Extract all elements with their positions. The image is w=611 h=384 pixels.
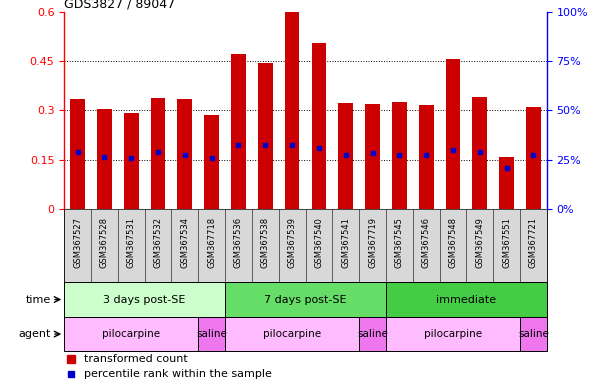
Bar [231, 55, 246, 209]
Text: immediate: immediate [436, 295, 497, 305]
Bar [386, 317, 520, 351]
Bar [472, 97, 487, 209]
Bar [365, 104, 380, 209]
Bar [177, 99, 192, 209]
Bar [70, 99, 85, 209]
Bar [124, 113, 139, 209]
Text: agent: agent [18, 329, 51, 339]
Text: percentile rank within the sample: percentile rank within the sample [84, 369, 272, 379]
Text: pilocarpine: pilocarpine [102, 329, 160, 339]
Bar [445, 59, 460, 209]
Bar [64, 317, 198, 351]
Bar [520, 317, 547, 351]
Bar [338, 103, 353, 209]
Bar [97, 109, 112, 209]
Text: pilocarpine: pilocarpine [263, 329, 321, 339]
Text: GDS3827 / 89047: GDS3827 / 89047 [64, 0, 175, 10]
Bar [419, 106, 434, 209]
Bar [312, 43, 326, 209]
Text: 3 days post-SE: 3 days post-SE [103, 295, 186, 305]
Text: pilocarpine: pilocarpine [424, 329, 482, 339]
Text: saline: saline [518, 329, 549, 339]
Text: time: time [26, 295, 51, 305]
Bar [359, 317, 386, 351]
Bar [526, 107, 541, 209]
Bar [225, 317, 359, 351]
Bar [64, 282, 225, 317]
Bar [386, 282, 547, 317]
Bar [204, 115, 219, 209]
Bar [151, 98, 166, 209]
Bar [285, 12, 299, 209]
Text: saline: saline [196, 329, 227, 339]
Text: transformed count: transformed count [84, 354, 188, 364]
Bar [198, 317, 225, 351]
Text: 7 days post-SE: 7 days post-SE [264, 295, 347, 305]
Bar [258, 63, 273, 209]
Bar [392, 102, 407, 209]
Bar [499, 157, 514, 209]
Bar [225, 282, 386, 317]
Text: saline: saline [357, 329, 388, 339]
